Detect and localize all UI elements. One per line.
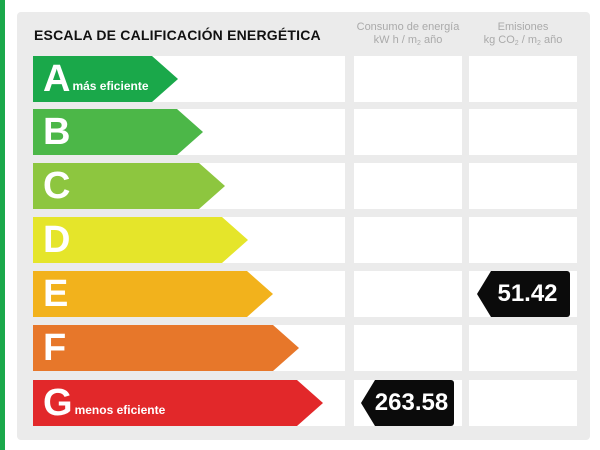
rating-cell: C [33, 163, 345, 209]
rating-row-c: C [17, 163, 590, 209]
emissions-column-header: Emisiones kg CO2 / m2 año [469, 21, 577, 50]
rating-cell: D [33, 217, 345, 263]
rating-cell: F [33, 325, 345, 371]
emissions-cell [469, 163, 577, 209]
emissions-cell [469, 217, 577, 263]
rating-letter: B [43, 111, 71, 153]
energy-column-header: Consumo de energía kW h / m2 año [354, 21, 462, 50]
rating-arrow-c: C [33, 163, 225, 209]
rating-letter: D [43, 219, 71, 261]
rating-label: menos eficiente [74, 403, 166, 417]
rating-arrow-f: F [33, 325, 299, 371]
rating-row-f: F [17, 325, 590, 371]
rating-cell: B [33, 109, 345, 155]
energy-header-line2: kW h / m2 año [373, 34, 443, 47]
rating-letter: A [43, 58, 71, 100]
energy-cell [354, 271, 462, 317]
energy-value-tag: 263.58 [361, 380, 454, 426]
energy-cell [354, 163, 462, 209]
rating-row-d: D [17, 217, 590, 263]
energy-header-line1: Consumo de energía [356, 21, 460, 33]
emissions-header-line1: Emisiones [497, 21, 549, 33]
energy-cell [354, 217, 462, 263]
emissions-header-line2: kg CO2 / m2 año [483, 34, 563, 47]
energy-rating-card: ESCALA DE CALIFICACIÓN ENERGÉTICA Consum… [17, 12, 590, 440]
rating-row-e: E 51.42 [17, 271, 590, 317]
rating-cell: E [33, 271, 345, 317]
rating-label: más eficiente [72, 79, 149, 93]
emissions-cell: 51.42 [469, 271, 577, 317]
rating-letter: G [43, 382, 73, 424]
accent-line [0, 0, 5, 450]
emissions-value-tag: 51.42 [477, 271, 570, 317]
energy-cell [354, 325, 462, 371]
emissions-cell [469, 380, 577, 426]
energy-cell: 263.58 [354, 380, 462, 426]
rating-arrow-e: E [33, 271, 273, 317]
rating-row-b: B [17, 109, 590, 155]
energy-cell [354, 109, 462, 155]
rating-letter: F [43, 327, 67, 369]
rating-arrow-d: D [33, 217, 248, 263]
rating-letter: C [43, 165, 71, 207]
rating-arrow-b: B [33, 109, 203, 155]
energy-cell [354, 56, 462, 102]
emissions-cell [469, 109, 577, 155]
rating-letter: E [43, 273, 69, 315]
emissions-cell [469, 56, 577, 102]
emissions-cell [469, 325, 577, 371]
scale-title: ESCALA DE CALIFICACIÓN ENERGÉTICA [34, 27, 321, 43]
